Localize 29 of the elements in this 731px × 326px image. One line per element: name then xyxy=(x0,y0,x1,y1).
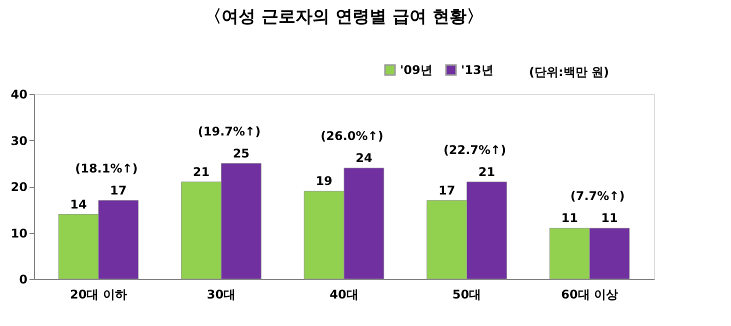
annotation: (26.0%↑) xyxy=(320,129,384,143)
legend-label: '13년 xyxy=(461,63,494,77)
chart-title: 〈여성 근로자의 연령별 급여 현황〉 xyxy=(204,7,484,27)
data-label: 14 xyxy=(70,197,87,212)
x-tick-label: 30대 xyxy=(206,288,236,302)
data-label: 11 xyxy=(601,211,618,226)
data-label: 11 xyxy=(561,211,578,226)
annotation: (7.7%↑) xyxy=(570,189,625,204)
data-label: 25 xyxy=(232,146,250,160)
data-label: 19 xyxy=(316,174,332,188)
annotation: (19.7%↑) xyxy=(198,124,261,138)
data-label: 17 xyxy=(110,183,127,198)
text: (단위:백만 원) xyxy=(529,65,609,79)
y-tick-label: 0 xyxy=(19,272,28,286)
annotation: (22.7%↑) xyxy=(443,142,506,157)
annotation: (18.1%↑) xyxy=(75,161,138,176)
data-label: 24 xyxy=(356,151,372,165)
y-tick-label: 30 xyxy=(10,134,28,148)
x-tick-label: 60대 이상 xyxy=(561,288,618,302)
y-tick-label: 40 xyxy=(10,88,28,102)
x-tick-label: 50대 xyxy=(452,288,482,302)
data-label: 17 xyxy=(438,183,456,198)
x-tick-label: 40대 xyxy=(330,288,358,302)
data-label: 21 xyxy=(478,164,496,179)
y-tick-label: 20 xyxy=(10,180,28,194)
y-tick-label: 10 xyxy=(10,226,28,240)
data-label: 21 xyxy=(192,164,210,179)
x-tick-label: 20대 이하 xyxy=(70,288,127,302)
legend-label: '09년 xyxy=(400,63,432,77)
